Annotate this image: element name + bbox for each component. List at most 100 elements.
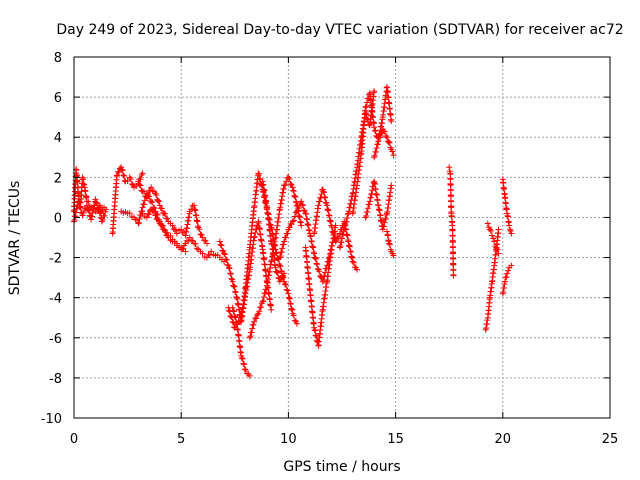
data-point: [192, 240, 199, 247]
data-point: [350, 259, 357, 266]
data-point: [268, 306, 275, 313]
y-tick-label: -4: [49, 292, 62, 307]
data-point: [349, 258, 356, 265]
data-point: [311, 327, 318, 334]
data-point: [364, 209, 371, 216]
data-point: [228, 313, 235, 320]
data-point: [362, 104, 369, 111]
data-point: [241, 361, 248, 368]
data-point: [292, 194, 299, 201]
data-point: [155, 216, 162, 223]
data-point: [291, 317, 298, 324]
data-point: [155, 197, 162, 204]
data-point: [144, 191, 151, 198]
data-point: [343, 218, 350, 225]
data-point: [75, 198, 82, 205]
data-point: [139, 204, 146, 211]
data-point: [158, 205, 165, 212]
data-point: [354, 266, 361, 273]
data-point: [135, 219, 142, 226]
data-point: [313, 332, 320, 339]
data-point: [129, 181, 136, 188]
data-point: [316, 268, 323, 275]
data-point: [344, 215, 351, 222]
data-point: [92, 196, 99, 203]
data-point: [260, 297, 267, 304]
data-point: [80, 176, 87, 183]
data-point: [287, 180, 294, 187]
data-point: [390, 152, 397, 159]
x-tick-label: 20: [495, 432, 512, 447]
data-point: [172, 226, 179, 233]
data-point: [232, 289, 239, 296]
data-point: [507, 227, 514, 234]
data-point: [217, 241, 224, 248]
data-point: [139, 170, 146, 177]
data-point: [223, 256, 230, 263]
data-point: [143, 214, 150, 221]
data-point: [84, 206, 91, 213]
data-point: [342, 222, 349, 229]
data-point: [83, 202, 90, 209]
data-point: [365, 205, 372, 212]
data-point: [124, 177, 131, 184]
data-point: [229, 278, 236, 285]
data-point: [225, 304, 232, 311]
data-point: [283, 286, 290, 293]
data-point: [384, 134, 391, 141]
data-point: [161, 226, 168, 233]
data-point: [363, 103, 370, 110]
data-point: [93, 200, 100, 207]
data-point: [248, 329, 255, 336]
data-point: [193, 245, 200, 252]
data-point: [231, 324, 238, 331]
data-point: [151, 208, 158, 215]
data-point: [141, 201, 148, 208]
data-point: [137, 182, 144, 189]
data-point: [508, 230, 515, 237]
data-point: [250, 321, 257, 328]
data-point: [300, 207, 307, 214]
x-tick-label: 5: [177, 432, 185, 447]
data-point: [95, 205, 102, 212]
data-point: [312, 332, 319, 339]
data-point: [338, 239, 345, 246]
data-point: [77, 204, 84, 211]
data-point: [198, 231, 205, 238]
data-point: [372, 149, 379, 156]
data-point: [362, 214, 369, 221]
data-point: [366, 121, 373, 128]
data-point: [155, 198, 162, 205]
data-point: [249, 325, 256, 332]
data-point: [296, 205, 303, 212]
data-point: [167, 232, 174, 239]
data-point: [81, 181, 88, 188]
data-point: [227, 270, 234, 277]
data-point: [279, 245, 286, 252]
data-point: [86, 207, 93, 214]
x-axis-label: GPS time / hours: [283, 459, 400, 475]
data-point: [85, 198, 92, 205]
data-point: [280, 241, 287, 248]
data-point: [182, 248, 189, 255]
data-point: [146, 211, 153, 218]
data-point: [120, 172, 127, 179]
data-point: [277, 253, 284, 260]
data-point: [290, 187, 297, 194]
data-point: [148, 198, 155, 205]
data-point: [339, 235, 345, 242]
data-point: [259, 298, 266, 305]
data-point: [173, 240, 180, 247]
data-point: [78, 209, 85, 216]
data-point: [273, 268, 280, 275]
data-point: [277, 263, 284, 270]
data-point: [224, 261, 231, 268]
grid-lines: [74, 57, 610, 418]
data-point: [186, 234, 193, 241]
data-point: [178, 226, 185, 233]
data-point: [238, 355, 245, 362]
data-point: [218, 242, 225, 249]
y-tick-label: 8: [54, 51, 62, 66]
data-point: [495, 250, 502, 257]
